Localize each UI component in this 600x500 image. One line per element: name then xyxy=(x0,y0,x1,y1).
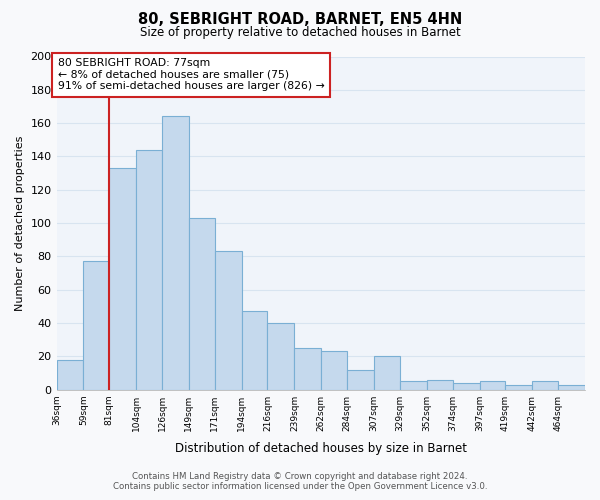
Bar xyxy=(427,380,452,390)
Bar xyxy=(532,382,558,390)
Bar xyxy=(347,370,374,390)
Bar xyxy=(295,348,322,390)
Bar xyxy=(374,356,400,390)
Bar xyxy=(162,116,189,390)
X-axis label: Distribution of detached houses by size in Barnet: Distribution of detached houses by size … xyxy=(175,442,467,455)
Bar xyxy=(109,168,136,390)
Text: Size of property relative to detached houses in Barnet: Size of property relative to detached ho… xyxy=(140,26,460,39)
Bar xyxy=(322,352,347,390)
Bar xyxy=(83,262,109,390)
Text: 80, SEBRIGHT ROAD, BARNET, EN5 4HN: 80, SEBRIGHT ROAD, BARNET, EN5 4HN xyxy=(138,12,462,28)
Bar xyxy=(558,384,585,390)
Y-axis label: Number of detached properties: Number of detached properties xyxy=(15,136,25,311)
Bar xyxy=(505,384,532,390)
Bar xyxy=(400,382,427,390)
Text: 80 SEBRIGHT ROAD: 77sqm
← 8% of detached houses are smaller (75)
91% of semi-det: 80 SEBRIGHT ROAD: 77sqm ← 8% of detached… xyxy=(58,58,325,92)
Text: Contains HM Land Registry data © Crown copyright and database right 2024.
Contai: Contains HM Land Registry data © Crown c… xyxy=(113,472,487,491)
Bar xyxy=(56,360,83,390)
Bar xyxy=(215,252,242,390)
Bar xyxy=(268,323,295,390)
Bar xyxy=(136,150,162,390)
Bar xyxy=(479,382,505,390)
Bar xyxy=(189,218,215,390)
Bar xyxy=(242,312,268,390)
Bar xyxy=(452,383,479,390)
